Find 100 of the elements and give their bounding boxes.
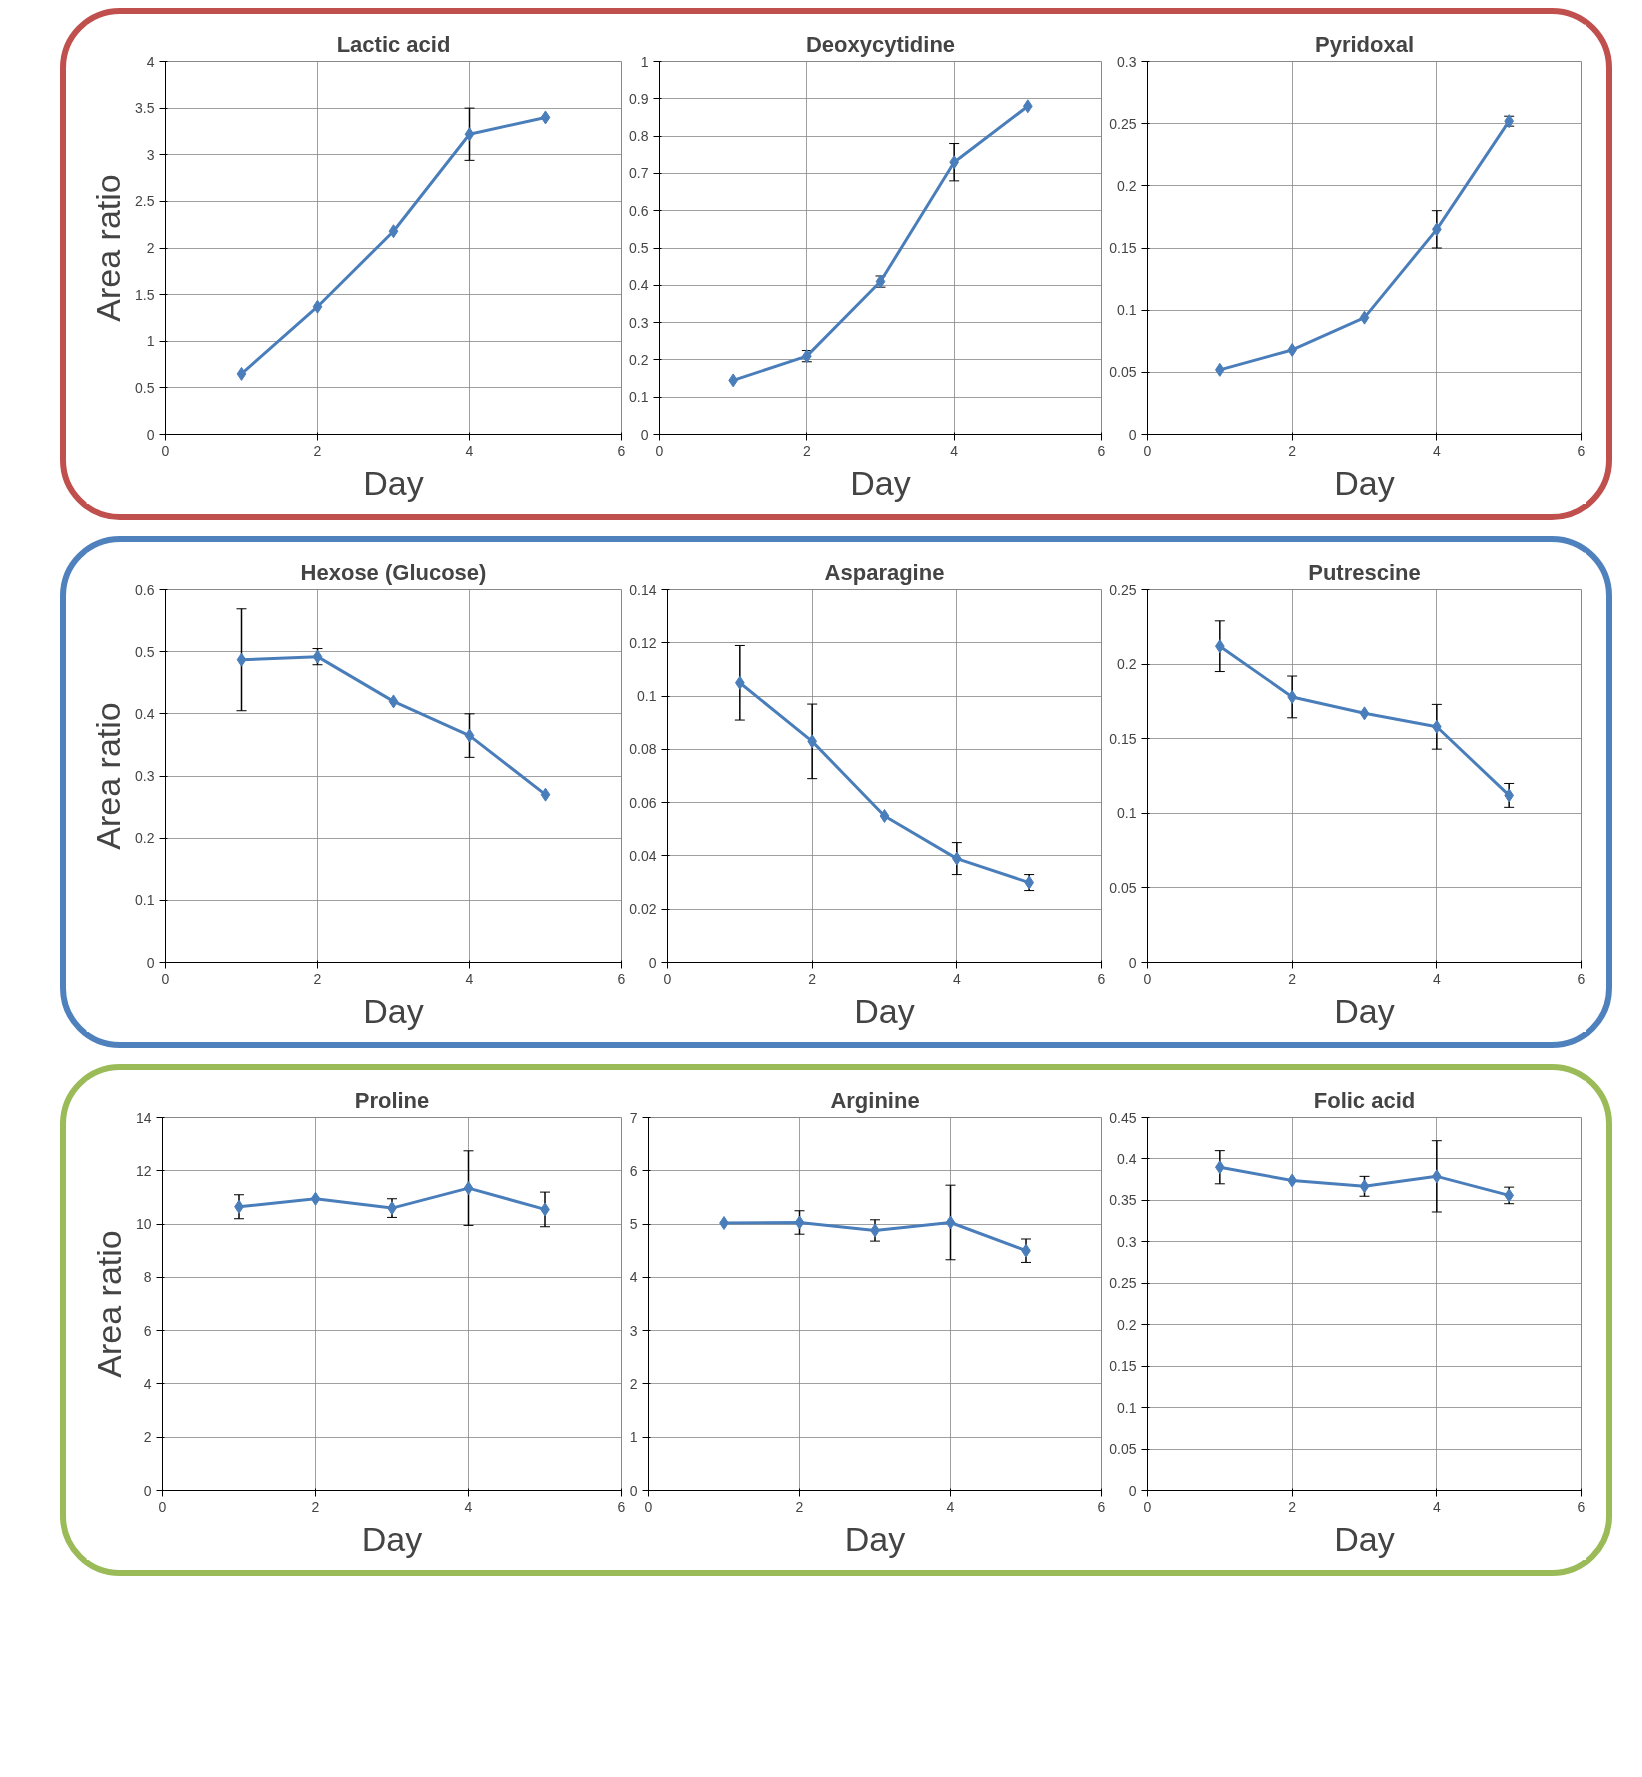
y-tick-label: 2 [143, 1429, 152, 1446]
point [879, 808, 890, 823]
y-tick-label: 8 [143, 1269, 152, 1286]
x-tick-label: 2 [808, 970, 817, 987]
y-tick-label: 3.5 [135, 100, 155, 117]
y-tick-label: 1 [640, 53, 649, 70]
chart-title: Proline [354, 1087, 430, 1113]
point [463, 1181, 474, 1196]
x-axis-title: Day [1334, 991, 1395, 1030]
x-tick-label: 0 [1143, 970, 1152, 987]
y-tick-label: 1 [629, 1429, 638, 1446]
x-tick-label: 4 [465, 442, 474, 459]
x-tick-label: 0 [161, 970, 170, 987]
y-axis-title: Area ratio [89, 174, 128, 322]
chart-title: Hexose (Glucose) [300, 559, 487, 585]
y-tick-label: 0.15 [1109, 1358, 1137, 1375]
x-tick-label: 0 [1143, 1498, 1152, 1515]
y-tick-label: 0.1 [637, 688, 657, 705]
point [310, 1191, 321, 1206]
y-tick-label: 0.05 [1109, 1441, 1137, 1458]
y-tick-label: 5 [629, 1216, 638, 1233]
point [1359, 706, 1370, 721]
point [464, 127, 475, 142]
x-tick-label: 4 [465, 970, 474, 987]
x-axis-title: Day [1334, 463, 1395, 502]
y-tick-label: 0.2 [1117, 1316, 1137, 1333]
x-axis-title: Day [361, 1519, 423, 1558]
point [388, 224, 399, 239]
y-tick-label: 0 [143, 1482, 152, 1499]
y-tick-label: 0.1 [1117, 805, 1137, 822]
y-tick-label: 2 [629, 1375, 638, 1392]
x-axis-title: Day [850, 463, 911, 502]
point [1359, 310, 1370, 325]
y-tick-label: 0.05 [1109, 879, 1137, 896]
y-tick-label: 0.15 [1109, 730, 1137, 747]
y-tick-label: 0.9 [629, 90, 649, 107]
y-tick-label: 0.14 [629, 581, 657, 598]
x-tick-label: 6 [1097, 970, 1106, 987]
x-tick-label: 6 [1577, 970, 1586, 987]
x-tick-label: 2 [1288, 970, 1297, 987]
y-tick-label: 3 [146, 146, 155, 163]
point [236, 652, 247, 667]
chart-title: Deoxycytidine [805, 31, 956, 57]
x-tick-label: 6 [617, 442, 626, 459]
x-tick-label: 6 [1097, 442, 1106, 459]
y-tick-label: 7 [629, 1109, 638, 1126]
y-tick-label: 0.02 [629, 901, 657, 918]
point [540, 787, 551, 802]
point [388, 694, 399, 709]
y-tick-label: 2.5 [135, 193, 155, 210]
y-tick-label: 2 [146, 240, 155, 256]
y-tick-label: 4 [629, 1269, 638, 1286]
y-tick-label: 0 [146, 426, 155, 443]
y-tick-label: 0.8 [629, 128, 649, 145]
y-tick-label: 0.08 [629, 741, 657, 758]
y-axis-title: Area ratio [89, 1230, 128, 1378]
y-tick-label: 0.25 [1109, 581, 1137, 598]
point [464, 728, 475, 743]
y-tick-label: 0.25 [1109, 1275, 1137, 1292]
x-tick-label: 4 [1432, 970, 1441, 987]
x-tick-label: 0 [663, 970, 672, 987]
x-tick-label: 6 [1097, 1498, 1106, 1515]
chart-title: Arginine [830, 1087, 920, 1113]
y-tick-label: 0.1 [1117, 302, 1137, 319]
point [312, 299, 323, 314]
y-tick-label: 0.35 [1109, 1192, 1137, 1209]
point [794, 1215, 805, 1230]
y-tick-label: 0 [640, 426, 649, 443]
y-tick-label: 0.3 [1117, 1233, 1137, 1250]
y-tick-label: 0.2 [135, 830, 155, 847]
chart-title: Pyridoxal [1314, 31, 1415, 57]
x-tick-label: 0 [161, 442, 170, 459]
point [540, 110, 551, 125]
y-tick-label: 6 [143, 1322, 152, 1339]
y-tick-label: 0.12 [629, 634, 657, 651]
x-tick-label: 4 [1432, 1498, 1441, 1515]
y-tick-label: 0.2 [1117, 656, 1137, 673]
x-axis-title: Day [363, 463, 424, 502]
x-tick-label: 4 [950, 442, 959, 459]
y-tick-label: 0.25 [1109, 115, 1137, 132]
y-tick-label: 0.2 [1117, 177, 1137, 194]
y-tick-label: 0 [146, 954, 155, 971]
y-tick-label: 0.7 [629, 165, 649, 182]
y-tick-label: 0.1 [1117, 1399, 1137, 1416]
x-axis-title: Day [1334, 1519, 1395, 1558]
y-tick-label: 0.3 [1117, 53, 1137, 70]
y-tick-label: 0.45 [1109, 1109, 1137, 1126]
chart-title: Folic acid [1313, 1087, 1416, 1113]
x-tick-label: 6 [617, 970, 626, 987]
y-tick-label: 0 [1128, 1482, 1137, 1499]
x-tick-label: 2 [1288, 442, 1297, 459]
y-tick-label: 3 [629, 1322, 638, 1339]
y-tick-label: 0.2 [629, 351, 649, 368]
y-tick-label: 0.5 [629, 240, 649, 256]
y-tick-label: 0.1 [629, 389, 649, 406]
x-tick-label: 2 [1288, 1498, 1297, 1515]
x-tick-label: 6 [617, 1498, 626, 1515]
chart-title: Lactic acid [336, 31, 451, 57]
y-tick-label: 0.3 [135, 768, 155, 784]
y-tick-label: 1 [146, 333, 155, 350]
